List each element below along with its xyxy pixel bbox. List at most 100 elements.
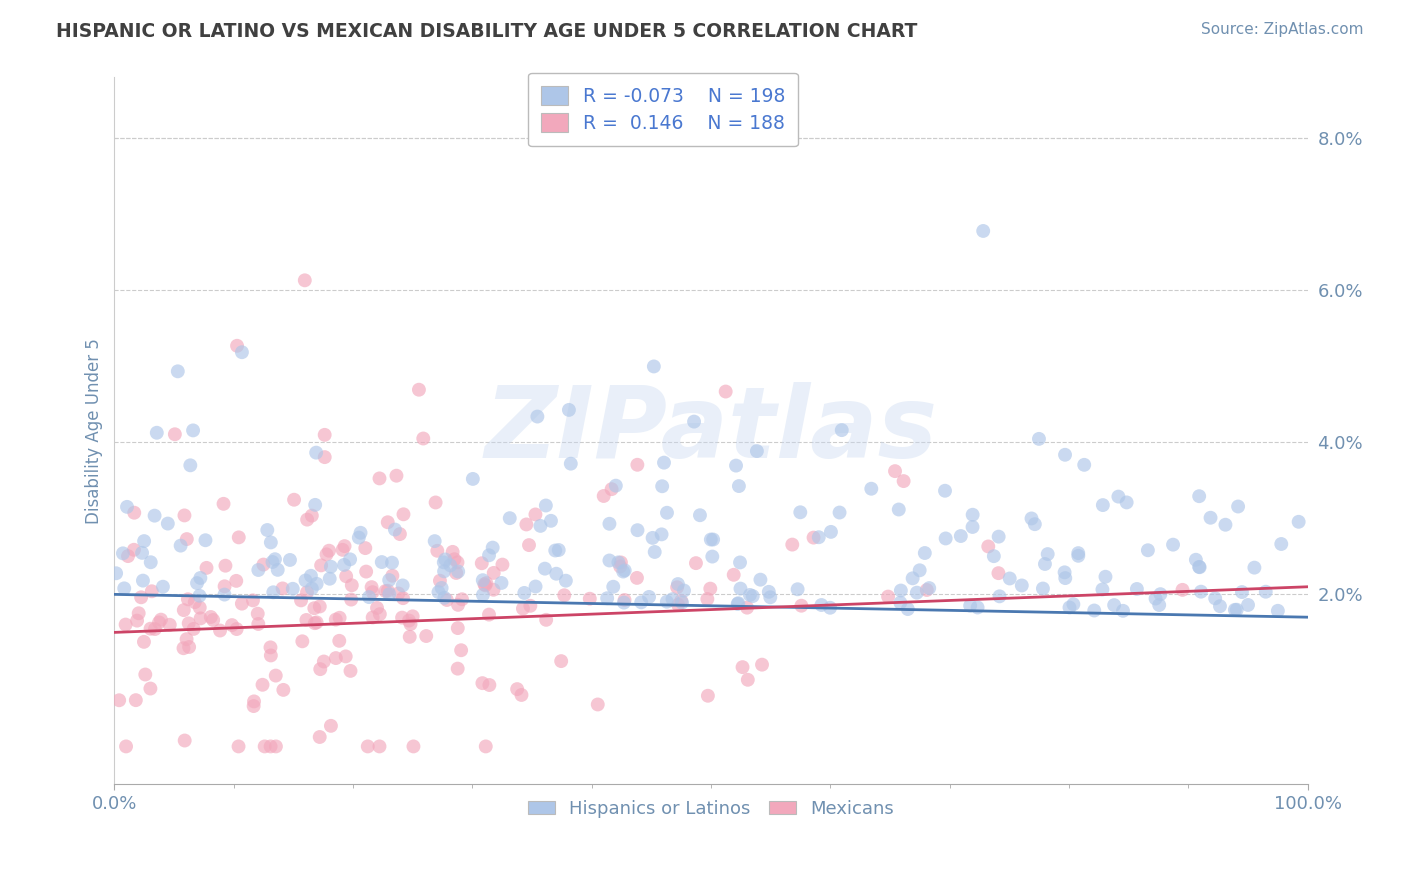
- Point: [423, 534, 446, 549]
- Text: Source: ZipAtlas.com: Source: ZipAtlas.com: [1201, 22, 1364, 37]
- Point: [1053, 448, 1076, 462]
- Point: [962, 508, 984, 522]
- Point: [190, 611, 212, 625]
- Point: [377, 583, 399, 598]
- Point: [915, 582, 938, 597]
- Point: [114, 617, 136, 632]
- Point: [534, 499, 557, 513]
- Point: [553, 588, 575, 602]
- Point: [519, 599, 541, 613]
- Point: [685, 556, 707, 570]
- Point: [515, 517, 537, 532]
- Point: [429, 574, 451, 588]
- Point: [264, 552, 287, 566]
- Point: [700, 533, 723, 547]
- Point: [451, 592, 474, 607]
- Point: [177, 592, 200, 607]
- Point: [446, 555, 468, 569]
- Point: [447, 621, 470, 635]
- Point: [758, 584, 780, 599]
- Point: [529, 519, 551, 533]
- Point: [655, 506, 678, 520]
- Point: [115, 500, 138, 514]
- Point: [935, 532, 957, 546]
- Point: [128, 607, 150, 621]
- Point: [425, 495, 447, 509]
- Point: [247, 563, 270, 577]
- Point: [309, 558, 332, 573]
- Point: [398, 630, 420, 644]
- Point: [578, 591, 600, 606]
- Point: [314, 427, 336, 442]
- Point: [699, 582, 721, 596]
- Point: [1188, 560, 1211, 574]
- Point: [377, 515, 399, 529]
- Point: [183, 622, 205, 636]
- Point: [115, 739, 138, 754]
- Point: [751, 657, 773, 672]
- Point: [478, 678, 501, 692]
- Point: [304, 616, 326, 631]
- Point: [188, 600, 211, 615]
- Point: [247, 617, 270, 632]
- Point: [626, 571, 648, 585]
- Point: [877, 590, 900, 604]
- Point: [361, 585, 384, 599]
- Point: [176, 532, 198, 546]
- Point: [1227, 500, 1250, 514]
- Point: [652, 456, 675, 470]
- Point: [294, 574, 316, 588]
- Point: [598, 516, 620, 531]
- Point: [526, 409, 548, 424]
- Point: [1091, 582, 1114, 597]
- Point: [299, 569, 322, 583]
- Point: [281, 582, 304, 596]
- Point: [745, 444, 768, 458]
- Point: [810, 598, 832, 612]
- Point: [447, 565, 470, 579]
- Point: [987, 530, 1010, 544]
- Point: [471, 556, 494, 570]
- Point: [1067, 549, 1090, 563]
- Point: [146, 425, 169, 440]
- Point: [378, 587, 401, 601]
- Point: [725, 458, 748, 473]
- Point: [291, 634, 314, 648]
- Point: [655, 595, 678, 609]
- Point: [735, 600, 758, 615]
- Point: [524, 508, 547, 522]
- Point: [166, 364, 188, 378]
- Point: [471, 573, 494, 587]
- Point: [478, 607, 501, 622]
- Point: [173, 603, 195, 617]
- Point: [163, 427, 186, 442]
- Point: [1062, 597, 1084, 611]
- Point: [214, 588, 236, 602]
- Point: [439, 558, 461, 573]
- Point: [273, 682, 295, 697]
- Point: [312, 655, 335, 669]
- Point: [368, 471, 391, 485]
- Point: [447, 598, 470, 612]
- Point: [308, 599, 330, 614]
- Point: [1230, 585, 1253, 599]
- Point: [374, 584, 396, 599]
- Point: [426, 543, 449, 558]
- Point: [977, 540, 1000, 554]
- Point: [491, 558, 513, 572]
- Point: [183, 595, 205, 609]
- Point: [1067, 546, 1090, 560]
- Point: [626, 458, 648, 472]
- Point: [295, 513, 318, 527]
- Point: [602, 580, 624, 594]
- Point: [399, 617, 422, 632]
- Point: [129, 591, 152, 605]
- Point: [443, 552, 465, 566]
- Point: [1189, 584, 1212, 599]
- Point: [195, 561, 218, 575]
- Point: [226, 339, 249, 353]
- Legend: Hispanics or Latinos, Mexicans: Hispanics or Latinos, Mexicans: [520, 792, 901, 825]
- Point: [305, 576, 328, 591]
- Point: [482, 566, 505, 580]
- Point: [897, 602, 920, 616]
